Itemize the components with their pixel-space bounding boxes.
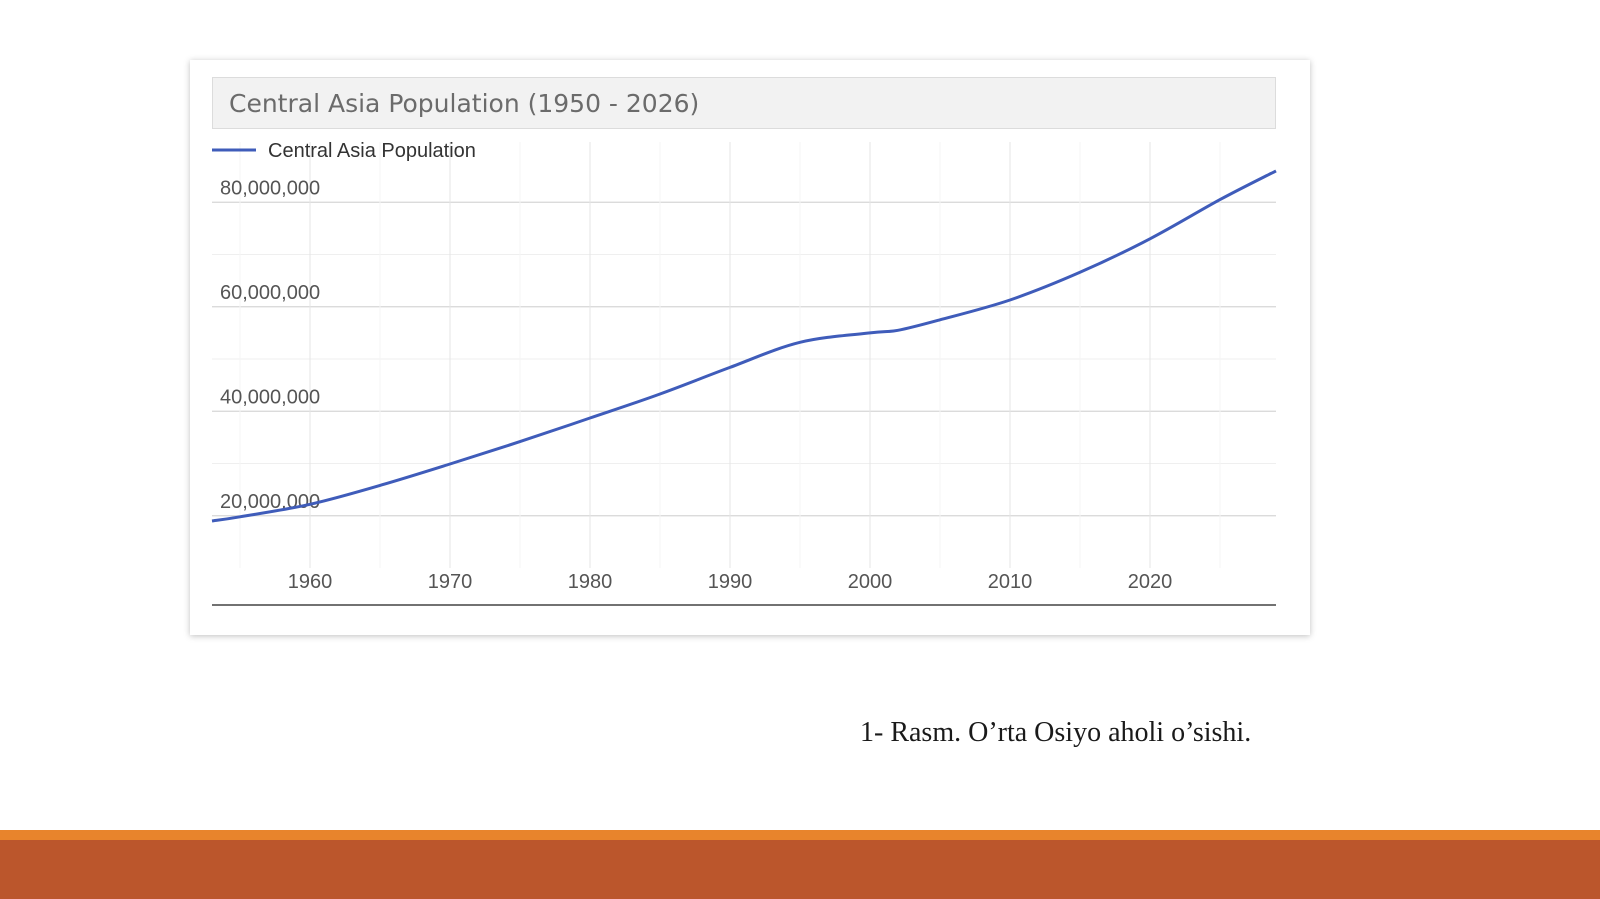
y-tick-label: 60,000,000 — [220, 282, 320, 304]
footer-band — [0, 840, 1600, 899]
chart-title: Central Asia Population (1950 - 2026) — [229, 89, 700, 118]
legend-label: Central Asia Population — [268, 140, 476, 162]
legend: Central Asia Population — [212, 140, 476, 162]
footer-accent-line — [0, 830, 1600, 840]
x-tick-label: 1970 — [428, 571, 473, 593]
x-tick-label: 1990 — [708, 571, 753, 593]
x-tick-label: 2020 — [1128, 571, 1173, 593]
y-tick-label: 40,000,000 — [220, 386, 320, 408]
line-chart: 20,000,000 40,000,000 60,000,000 80,000,000… — [211, 140, 1277, 606]
x-tick-label: 2000 — [848, 571, 893, 593]
x-tick-label: 2010 — [988, 571, 1033, 593]
series-line-central-asia-population — [211, 169, 1277, 523]
grid — [212, 142, 1276, 568]
y-tick-label: 80,000,000 — [220, 177, 320, 199]
y-axis-ticks: 20,000,000 40,000,000 60,000,000 80,000,000 — [220, 177, 320, 513]
x-tick-label: 1980 — [568, 571, 613, 593]
figure-caption: 1- Rasm. O’rta Osiyo aholi o’sishi. — [860, 717, 1252, 748]
chart-title-bar: Central Asia Population (1950 - 2026) — [212, 77, 1276, 129]
y-tick-label: 20,000,000 — [220, 491, 320, 513]
series-layer — [211, 169, 1277, 523]
x-tick-label: 1960 — [288, 571, 333, 593]
chart-card: 20,000,000 40,000,000 60,000,000 80,000,000… — [190, 60, 1310, 635]
x-axis-ticks: 1960 1970 1980 1990 2000 2010 2020 — [288, 571, 1173, 593]
